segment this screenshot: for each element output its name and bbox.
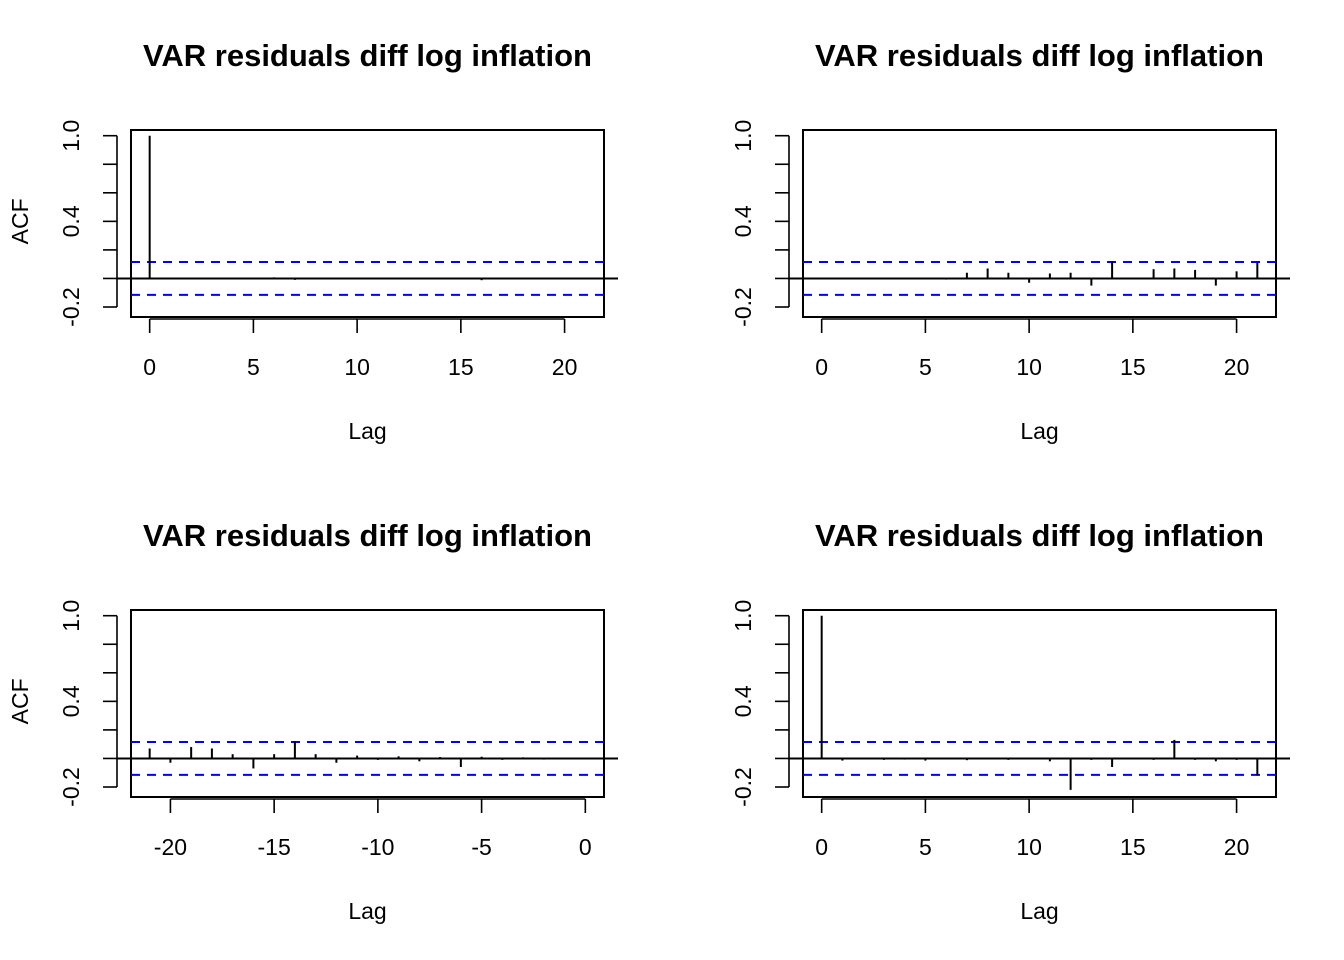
x-tick-label: 0 [579,834,592,860]
x-tick-label: 20 [1224,834,1250,860]
x-tick-label: -15 [258,834,291,860]
acf-panel-3: VAR residuals diff log inflation -20 -15 -1… [7,518,618,924]
x-tick-label: 5 [919,834,932,860]
x-tick-label: 0 [143,354,156,380]
x-tick-label: -20 [154,834,187,860]
y-tick-label: 1.0 [58,120,84,152]
acf-panel-2: VAR residuals diff log inflation 0 5 10 15 20… [730,38,1290,444]
x-axis-label: Lag [1020,418,1058,444]
x-tick-label: 15 [1120,834,1146,860]
y-axis-label: ACF [7,678,33,724]
y-tick-label: 0.4 [58,685,84,717]
x-tick-label: 0 [815,354,828,380]
x-tick-label: 20 [552,354,578,380]
chart-title: VAR residuals diff log inflation [815,518,1264,553]
x-tick-label: 5 [247,354,260,380]
x-tick-label: 0 [815,834,828,860]
plot-frame [130,129,605,318]
x-tick-label: 10 [1016,354,1042,380]
x-tick-label: 15 [448,354,474,380]
y-tick-label: 0.4 [58,205,84,237]
y-tick-label: 1.0 [58,600,84,632]
x-tick-label: 10 [344,354,370,380]
plot-frame [130,609,605,798]
y-axis-label: ACF [7,198,33,244]
y-tick-label: 1.0 [730,120,756,152]
plot-frame [802,129,1277,318]
x-axis-label: Lag [1020,898,1058,924]
chart-title: VAR residuals diff log inflation [143,38,592,73]
y-tick-label: -0.2 [730,287,756,327]
x-tick-label: 20 [1224,354,1250,380]
x-tick-label: 10 [1016,834,1042,860]
x-tick-label: -10 [361,834,394,860]
chart-title: VAR residuals diff log inflation [143,518,592,553]
y-tick-label: 0.4 [730,685,756,717]
acf-panel-1: VAR residuals diff log inflation 0 5 10 15 20… [7,38,618,444]
x-axis-label: Lag [348,898,386,924]
x-axis-label: Lag [348,418,386,444]
x-tick-label: 5 [919,354,932,380]
y-tick-label: -0.2 [58,287,84,327]
x-tick-label: -5 [471,834,491,860]
y-tick-label: 1.0 [730,600,756,632]
y-tick-label: -0.2 [730,767,756,807]
y-tick-label: -0.2 [58,767,84,807]
y-tick-label: 0.4 [730,205,756,237]
x-tick-label: 15 [1120,354,1146,380]
acf-panel-4: VAR residuals diff log inflation 0 5 10 15 20… [730,518,1290,924]
chart-title: VAR residuals diff log inflation [815,38,1264,73]
plot-frame [802,609,1277,798]
